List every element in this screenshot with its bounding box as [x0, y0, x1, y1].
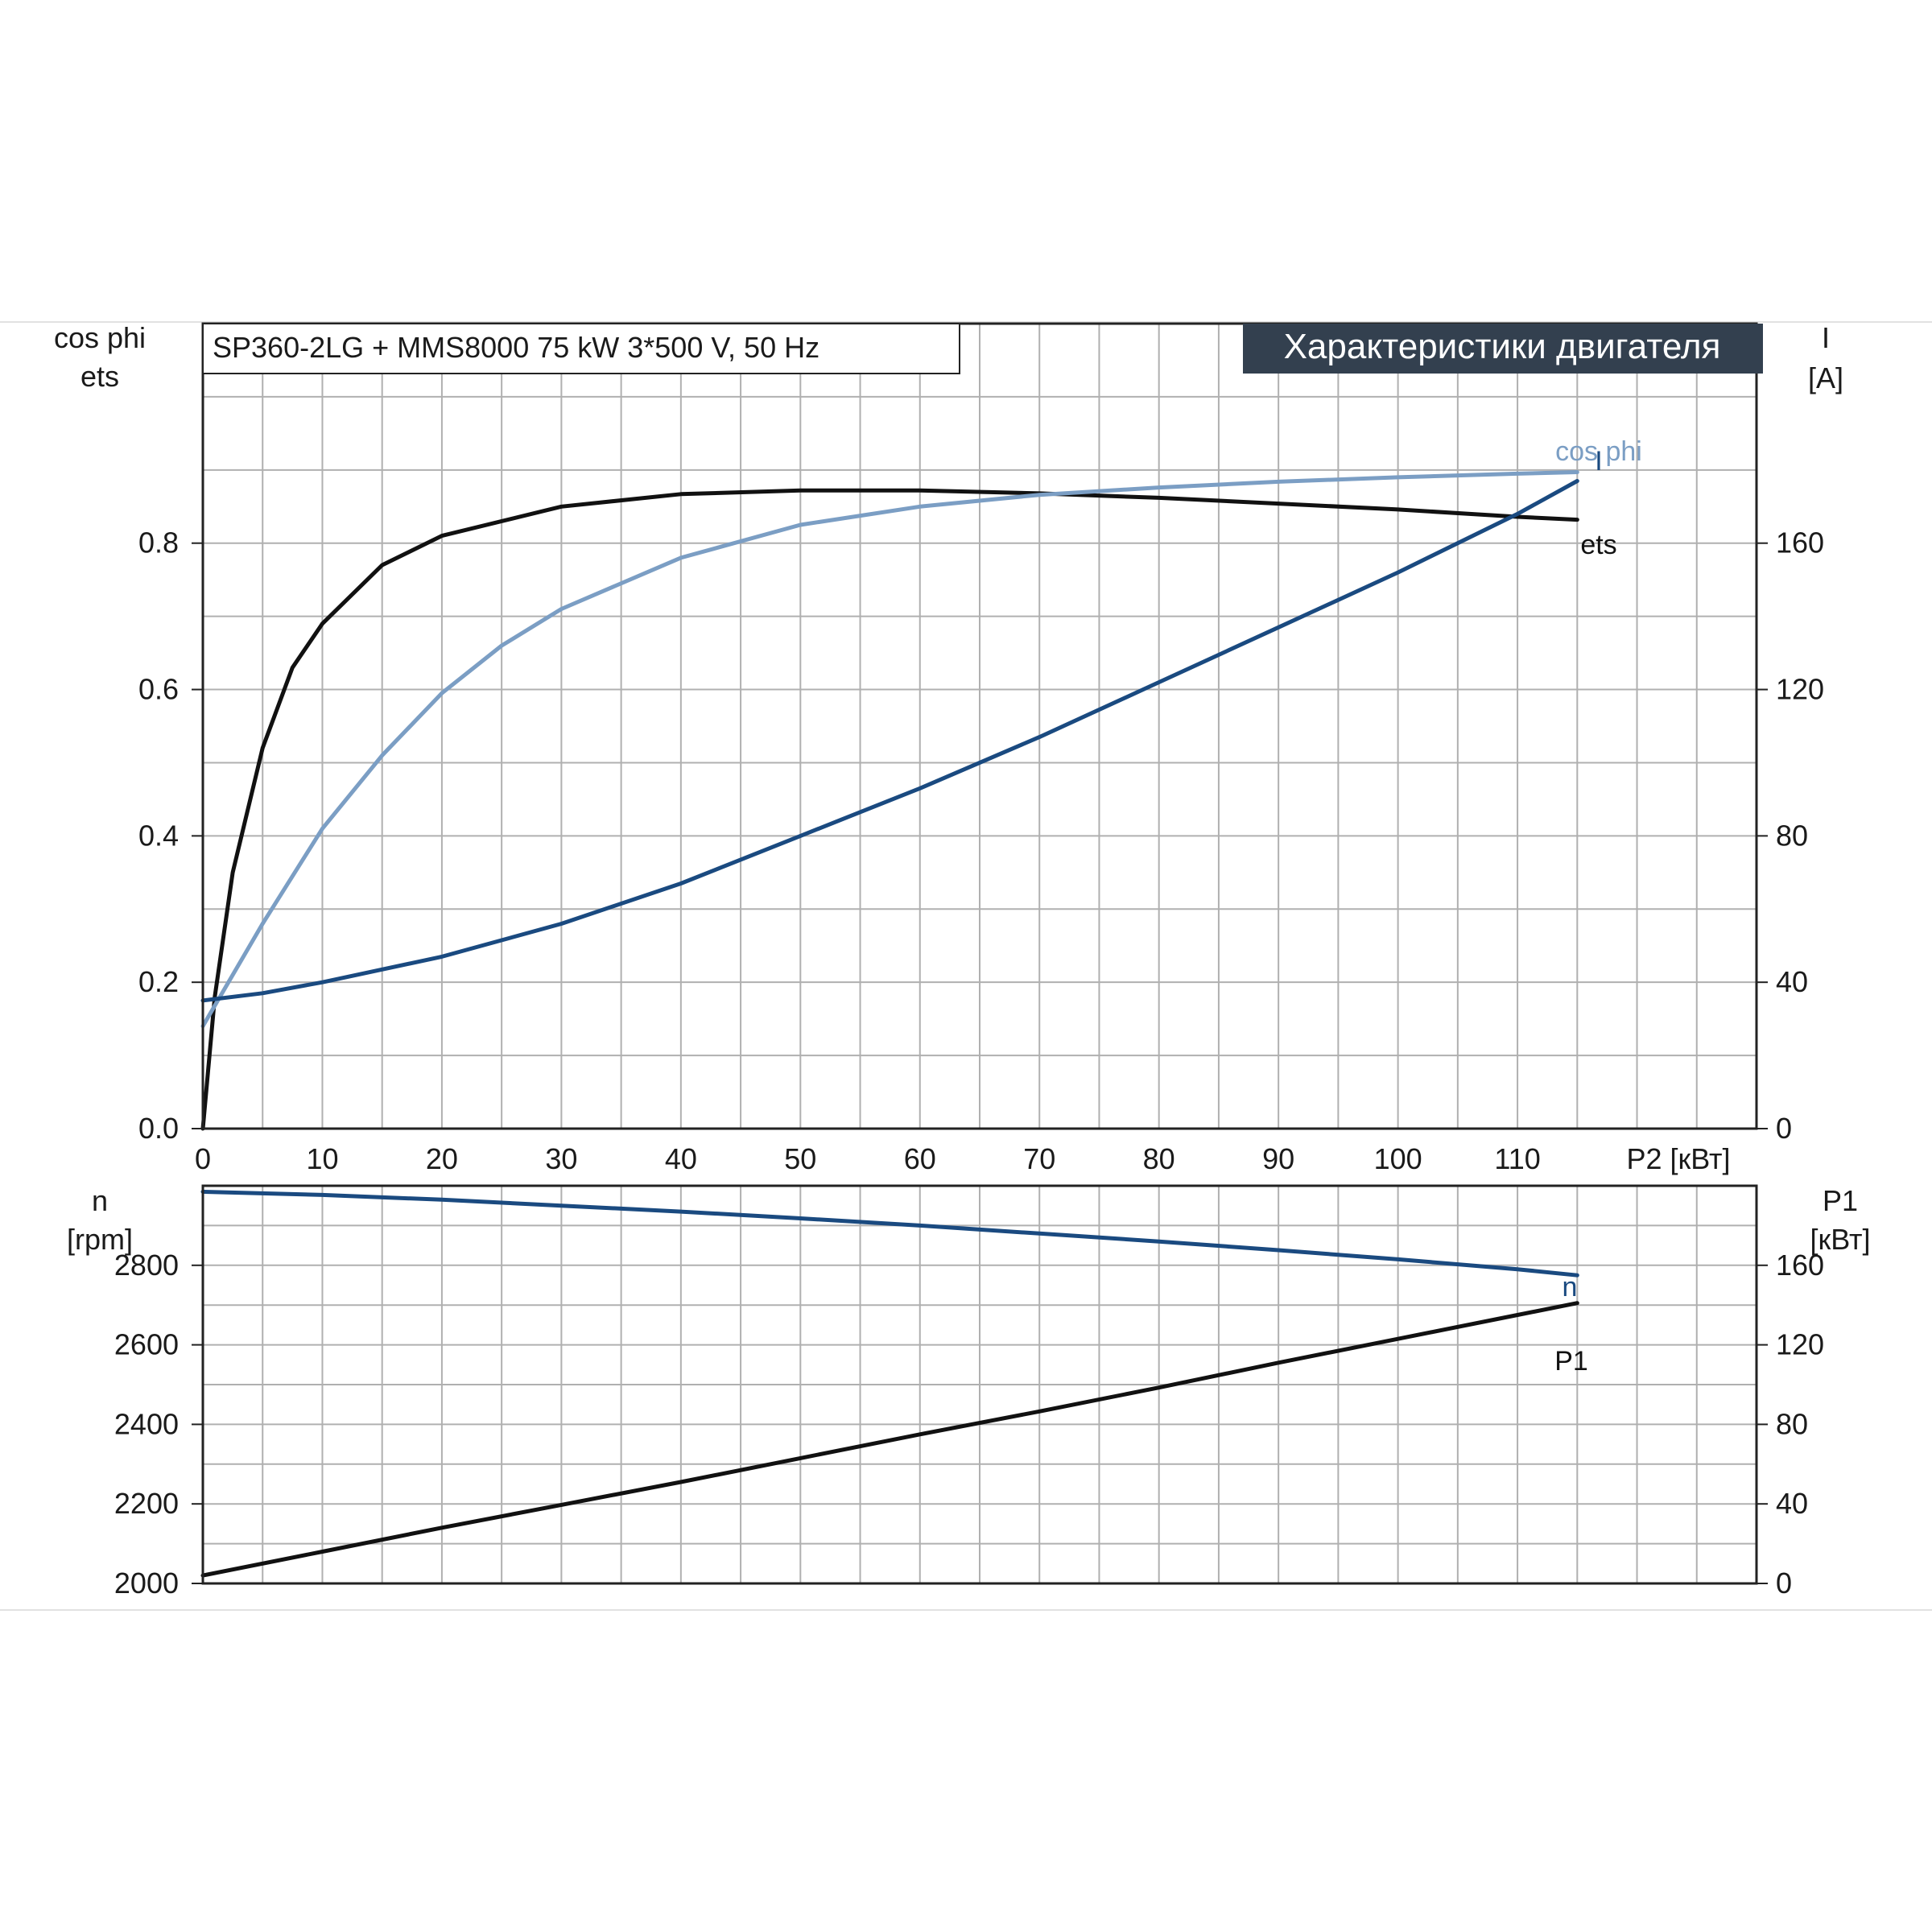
- x-tick-label: 10: [306, 1142, 338, 1175]
- x-axis-label: P2 [кВт]: [1626, 1142, 1730, 1175]
- x-tick-label: 50: [784, 1142, 816, 1175]
- top-x-ticks: 0 10 20 30 40 50 60 70 80 90 100 110: [195, 1142, 1541, 1175]
- series-label-i: I: [1595, 446, 1602, 477]
- series-line-cos-phi: [200, 470, 1579, 1029]
- y-tick-label-left: 2400: [114, 1407, 179, 1440]
- y-tick-label-left: 2200: [114, 1487, 179, 1520]
- series-line-i: [200, 479, 1579, 1003]
- chart-title: Характеристики двигателя: [1284, 327, 1721, 366]
- subtitle-box: [202, 323, 960, 374]
- y-tick-label-left: 0.2: [138, 965, 179, 998]
- y-tick-label-left: 2000: [114, 1567, 179, 1600]
- top-series: [200, 470, 1579, 1131]
- y-tick-label-right: 120: [1776, 1328, 1824, 1361]
- x-tick-label: 90: [1262, 1142, 1294, 1175]
- y-tick-label-left: 0.8: [138, 526, 179, 559]
- series-line-ets: [200, 488, 1579, 1131]
- y-tick-label-right: 80: [1776, 1407, 1808, 1440]
- y-left-label-n: n: [92, 1184, 108, 1217]
- x-tick-label: 40: [665, 1142, 697, 1175]
- series-line-p1: [200, 1301, 1579, 1578]
- x-tick-label: 20: [426, 1142, 458, 1175]
- y-tick-label-right: 160: [1776, 1249, 1824, 1282]
- top-grid: [203, 323, 1757, 1129]
- y-tick-label-right: 40: [1776, 1487, 1808, 1520]
- top-y-left-ticks: 0.0 0.2 0.4 0.6 0.8: [138, 526, 203, 1145]
- y-left-label-rpm: [rpm]: [67, 1223, 133, 1256]
- series-line-n: [200, 1189, 1579, 1278]
- series-label-p1: P1: [1554, 1346, 1588, 1377]
- x-tick-label: 80: [1143, 1142, 1175, 1175]
- y-tick-label-left: 0.0: [138, 1112, 179, 1145]
- y-right-label-unit: [A]: [1808, 361, 1843, 394]
- bottom-grid: [203, 1186, 1757, 1583]
- chart-subtitle: SP360-2LG + MMS8000 75 kW 3*500 V, 50 Hz: [213, 331, 819, 364]
- top-panel: SP360-2LG + MMS8000 75 kW 3*500 V, 50 Hz…: [54, 321, 1843, 1175]
- series-label-ets: ets: [1580, 530, 1616, 560]
- y-tick-label-right: 160: [1776, 526, 1824, 559]
- x-tick-label: 100: [1374, 1142, 1422, 1175]
- bottom-y-right-ticks: 0 40 80 120 160: [1757, 1249, 1824, 1600]
- y-right-label-p1: P1: [1823, 1184, 1858, 1217]
- x-tick-label: 60: [904, 1142, 936, 1175]
- y-tick-label-right: 0: [1776, 1567, 1792, 1600]
- y-left-label-cosphi: cos phi: [54, 321, 146, 354]
- x-tick-label: 30: [545, 1142, 577, 1175]
- top-plot-frame: [201, 322, 1758, 1130]
- x-tick-label: 110: [1494, 1142, 1540, 1175]
- top-y-right-ticks: 0 40 80 120 160: [1757, 526, 1824, 1145]
- y-tick-label-right: 120: [1776, 673, 1824, 706]
- bottom-series: [200, 1189, 1579, 1578]
- title-box: [1243, 324, 1763, 374]
- x-tick-label: 0: [195, 1142, 211, 1175]
- y-tick-label-left: 2800: [114, 1249, 179, 1282]
- y-right-label-i: I: [1822, 321, 1830, 354]
- y-tick-label-left: 0.6: [138, 673, 179, 706]
- bottom-y-left-ticks: 2000 2200 2400 2600 2800: [114, 1249, 203, 1600]
- y-tick-label-left: 0.4: [138, 819, 179, 852]
- y-tick-label-right: 40: [1776, 965, 1808, 998]
- series-label-n: n: [1563, 1272, 1578, 1302]
- bottom-panel: n [rpm] P1 [кВт] 2000 2200 2400 2600 2800 0 4…: [67, 1184, 1871, 1600]
- series-label-cosphi: cos phi: [1555, 436, 1642, 467]
- y-tick-label-left: 2600: [114, 1328, 179, 1361]
- y-tick-label-right: 0: [1776, 1112, 1792, 1145]
- y-right-label-kw: [кВт]: [1810, 1223, 1870, 1256]
- y-tick-label-right: 80: [1776, 819, 1808, 852]
- x-tick-label: 70: [1023, 1142, 1055, 1175]
- bottom-plot-frame: [201, 1184, 1758, 1585]
- y-left-label-ets: ets: [80, 360, 119, 393]
